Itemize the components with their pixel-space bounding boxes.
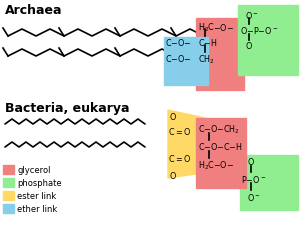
Bar <box>164 37 208 85</box>
Text: O$^-$: O$^-$ <box>247 192 261 203</box>
Text: Bacteria, eukarya: Bacteria, eukarya <box>5 102 130 115</box>
Text: C$-$O$-$: C$-$O$-$ <box>165 53 191 64</box>
Text: CH$_2$: CH$_2$ <box>198 53 215 66</box>
Text: $-$O$-$: $-$O$-$ <box>213 22 234 33</box>
Bar <box>196 18 244 90</box>
Text: C$-$O$-$CH$_2$: C$-$O$-$CH$_2$ <box>198 124 240 137</box>
Bar <box>3 165 14 174</box>
Text: ester link: ester link <box>17 192 56 201</box>
Text: C$=$O: C$=$O <box>168 126 191 137</box>
Text: Archaea: Archaea <box>5 4 62 17</box>
Text: H$_2$C: H$_2$C <box>198 22 215 34</box>
Text: C$-$H: C$-$H <box>198 37 218 48</box>
Text: O$^-$: O$^-$ <box>245 10 259 21</box>
Bar <box>3 204 14 213</box>
Text: O: O <box>245 42 251 51</box>
Text: phosphate: phosphate <box>17 179 62 188</box>
Text: O: O <box>170 113 176 122</box>
Bar <box>240 155 298 210</box>
Bar <box>3 178 14 187</box>
Text: P$-$O$^-$: P$-$O$^-$ <box>241 174 266 185</box>
Text: glycerol: glycerol <box>17 166 50 175</box>
Polygon shape <box>168 110 210 178</box>
Text: C$-$O$-$C$-$H: C$-$O$-$C$-$H <box>198 141 243 152</box>
Bar <box>238 5 298 75</box>
Bar <box>196 118 246 188</box>
Text: H$_2$C: H$_2$C <box>198 159 215 171</box>
Text: C$=$O: C$=$O <box>168 153 191 164</box>
Text: ether link: ether link <box>17 205 57 214</box>
Text: O$-$P$-$O$^-$: O$-$P$-$O$^-$ <box>240 25 278 36</box>
Text: O: O <box>247 158 253 167</box>
Text: C$-$O$-$: C$-$O$-$ <box>165 37 191 48</box>
Text: $-$O$-$: $-$O$-$ <box>213 159 234 170</box>
Bar <box>3 191 14 200</box>
Text: O: O <box>170 172 176 181</box>
